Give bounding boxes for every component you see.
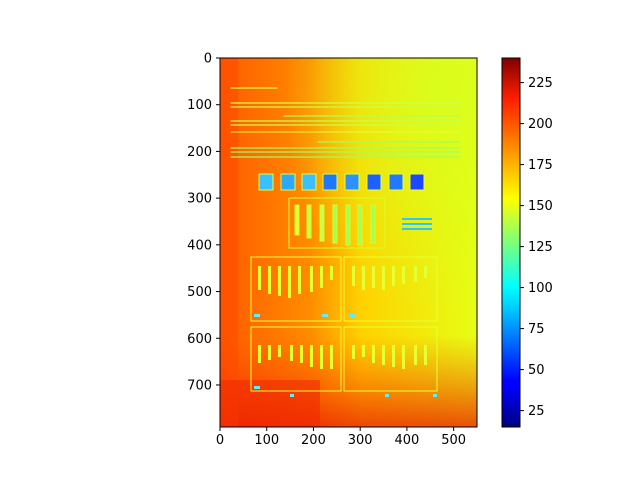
y-tick-label: 500 xyxy=(187,285,212,300)
colorbar-tick-label: 225 xyxy=(528,76,553,91)
y-axis: 0 100 200 300 400 500 600 700 xyxy=(187,52,220,393)
y-tick-label: 400 xyxy=(187,238,212,253)
colorbar-tick-label: 175 xyxy=(528,158,553,173)
colorbar-tick-label: 100 xyxy=(528,281,553,296)
colorbar-tick-label: 50 xyxy=(528,363,545,378)
colorbar-tick-label: 75 xyxy=(528,322,545,337)
x-tick-label: 300 xyxy=(348,433,373,448)
text-lines xyxy=(230,87,461,158)
y-tick-label: 300 xyxy=(187,192,212,207)
colorbar-axis: 25 50 75 100 125 150 175 200 225 xyxy=(520,76,553,419)
thumbnail-row xyxy=(258,173,425,191)
x-tick-label: 400 xyxy=(394,433,419,448)
colorbar-tick-label: 125 xyxy=(528,240,553,255)
colorbar-tick-label: 25 xyxy=(528,404,545,419)
y-tick-label: 100 xyxy=(187,98,212,113)
heatmap-image xyxy=(220,58,477,427)
x-tick-label: 200 xyxy=(301,433,326,448)
lower-panels xyxy=(250,256,438,397)
mid-figure xyxy=(288,197,432,249)
x-tick-label: 500 xyxy=(441,433,466,448)
y-tick-label: 700 xyxy=(187,378,212,393)
x-tick-label: 0 xyxy=(216,433,224,448)
y-tick-label: 0 xyxy=(204,52,212,67)
colorbar-tick-label: 200 xyxy=(528,117,553,132)
colorbar: 25 50 75 100 125 150 175 200 225 xyxy=(501,57,553,428)
x-axis: 0 100 200 300 400 500 xyxy=(216,427,466,448)
y-tick-label: 200 xyxy=(187,145,212,160)
x-tick-label: 100 xyxy=(254,433,279,448)
colorbar-tick-label: 150 xyxy=(528,199,553,214)
plot-frame xyxy=(219,57,478,428)
y-tick-label: 600 xyxy=(187,332,212,347)
